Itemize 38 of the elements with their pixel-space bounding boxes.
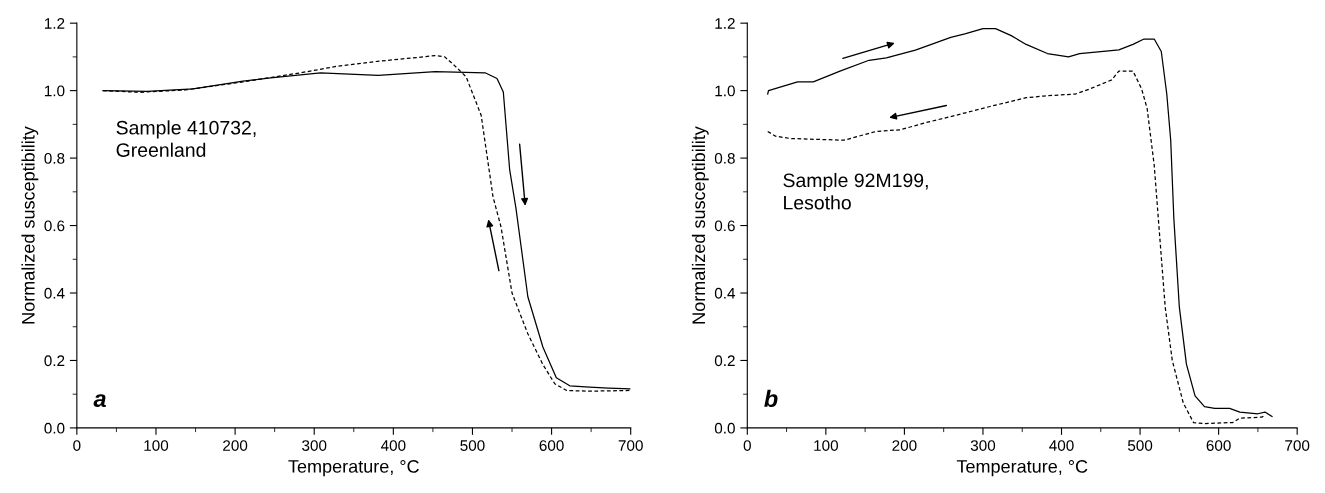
x-tick-label: 200 bbox=[892, 440, 917, 451]
x-tick-label: 100 bbox=[144, 440, 169, 451]
x-tick-label: 0 bbox=[73, 440, 81, 451]
x-tick-label: 700 bbox=[1285, 440, 1310, 451]
y-tick-label: 1.0 bbox=[715, 85, 735, 97]
annotation: Sample 410732, Greenland bbox=[116, 120, 256, 157]
x-tick-label: 400 bbox=[1049, 440, 1074, 451]
x-tick-label: 300 bbox=[970, 440, 996, 451]
y-tick-label: 0.2 bbox=[44, 355, 65, 367]
x-tick-label: 700 bbox=[618, 440, 643, 451]
y-tick-label: 0.4 bbox=[714, 287, 736, 299]
annotation: Sample 92M199, Lesotho bbox=[783, 172, 928, 210]
x-axis-title: Temperature, °C bbox=[956, 460, 1088, 477]
x-tick-label: 200 bbox=[223, 440, 248, 451]
x-tick-label: 100 bbox=[814, 440, 838, 451]
annotation: b bbox=[764, 389, 778, 408]
y-axis-title: Normalized susceptibility bbox=[21, 126, 39, 324]
y-tick-label: 1.2 bbox=[44, 18, 65, 29]
x-tick-label: 500 bbox=[1127, 440, 1153, 451]
y-tick-label: 1.2 bbox=[715, 18, 735, 29]
y-tick-label: 0.0 bbox=[44, 422, 65, 434]
y-tick-label: 0.0 bbox=[714, 422, 735, 434]
y-axis-title: Normalized susceptibility bbox=[691, 126, 709, 324]
x-tick-label: 600 bbox=[1206, 440, 1231, 451]
y-tick-label: 0.2 bbox=[714, 355, 735, 367]
y-tick-label: 0.8 bbox=[714, 152, 735, 164]
y-tick-label: 0.4 bbox=[44, 287, 65, 299]
x-tick-label: 300 bbox=[302, 440, 327, 451]
x-tick-label: 0 bbox=[743, 440, 751, 451]
x-tick-label: 400 bbox=[380, 440, 406, 451]
x-tick-label: 600 bbox=[539, 440, 564, 451]
x-axis-title: Temperature, °C bbox=[288, 460, 419, 477]
y-tick-label: 0.6 bbox=[714, 220, 735, 232]
y-tick-label: 1.0 bbox=[44, 85, 65, 97]
annotation: a bbox=[93, 394, 106, 408]
x-tick-label: 500 bbox=[460, 440, 485, 451]
y-tick-label: 0.8 bbox=[44, 152, 65, 164]
y-tick-label: 0.6 bbox=[44, 220, 65, 232]
